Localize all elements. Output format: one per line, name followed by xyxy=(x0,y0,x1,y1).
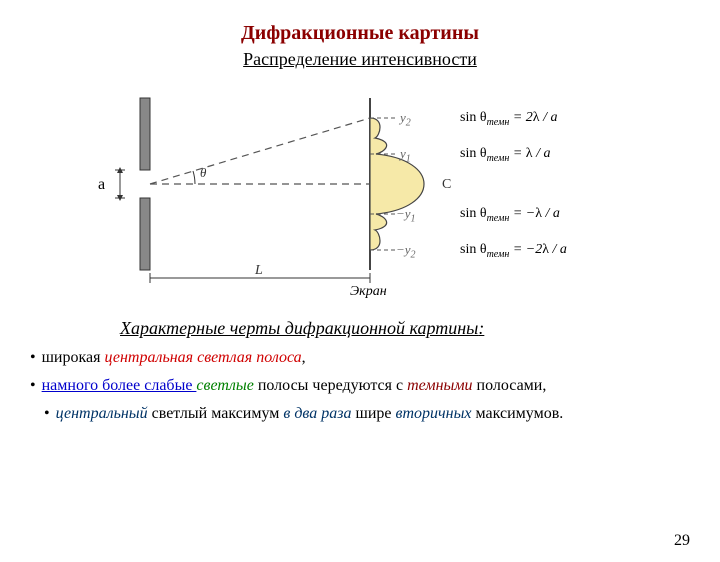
y2-label: y2 xyxy=(400,110,411,129)
screen-label: Экран xyxy=(350,284,387,300)
formula-minus-1: sin θтемн = −λ / a xyxy=(460,206,560,224)
formula-plus-1: sin θтемн = λ / a xyxy=(460,146,550,164)
neg-y2-label: −y2 xyxy=(396,242,416,261)
slit-width-label: a xyxy=(98,176,105,194)
page-subtitle: Распределение интенсивности xyxy=(0,49,720,70)
page-title: Дифракционные картины xyxy=(0,22,720,45)
svg-text:L: L xyxy=(254,263,263,278)
bullet-3: •центральный светлый максимум в два раза… xyxy=(44,405,690,423)
diagram: θ L C a y2 y1 −y1 −y2 sin θтемн = 2λ / a… xyxy=(0,80,720,310)
formula-minus-2: sin θтемн = −2λ / a xyxy=(460,242,567,260)
section-heading: Характерные черты дифракционной картины: xyxy=(120,318,720,339)
page-number: 29 xyxy=(674,532,690,550)
neg-y1-label: −y1 xyxy=(396,206,416,225)
bullet-2: •намного более слабые светлые полосы чер… xyxy=(30,377,690,395)
diffraction-figure: θ L C xyxy=(0,80,720,310)
formula-plus-2: sin θтемн = 2λ / a xyxy=(460,110,557,128)
svg-text:θ: θ xyxy=(200,165,207,180)
y1-label: y1 xyxy=(400,146,411,165)
bullet-1: •широкая центральная светлая полоса, xyxy=(30,349,690,367)
svg-text:C: C xyxy=(442,177,451,192)
bullet-list: •широкая центральная светлая полоса, •на… xyxy=(30,349,690,423)
